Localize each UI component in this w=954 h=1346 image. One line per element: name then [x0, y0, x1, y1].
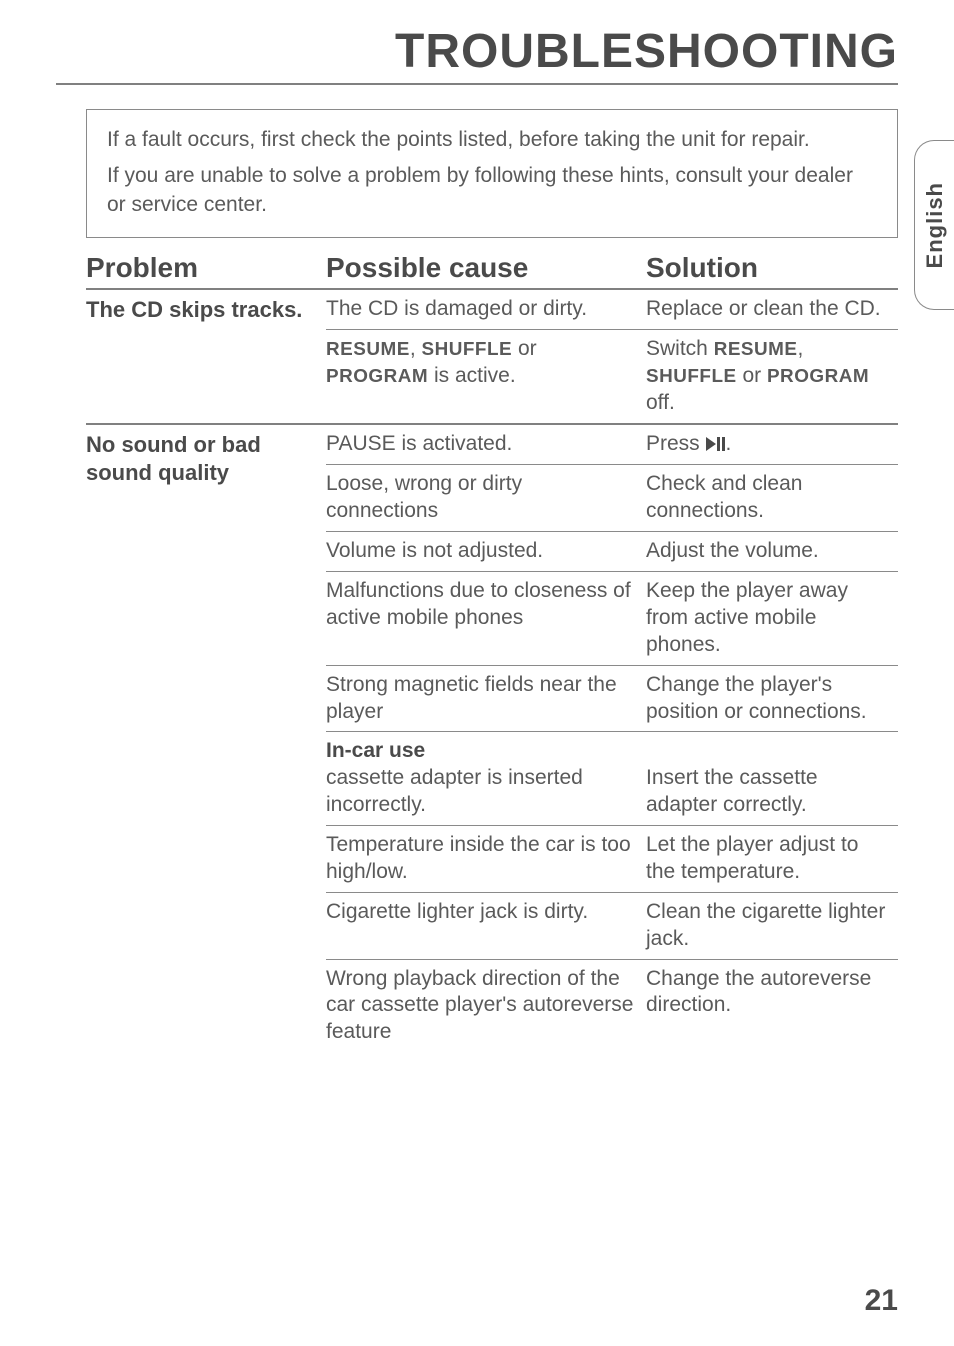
cause-cell: Wrong playback direction of the car cass…: [326, 959, 646, 1052]
solution-cell: Keep the player away from active mobile …: [646, 572, 898, 666]
header-solution: Solution: [646, 252, 898, 289]
header-problem: Problem: [86, 252, 326, 289]
cause-cell: Cigarette lighter jack is dirty.: [326, 892, 646, 959]
solution-cell: Switch RESUME, SHUFFLE or PROGRAM off.: [646, 329, 898, 423]
solution-cell: Replace or clean the CD.: [646, 289, 898, 329]
cause-cell: Temperature inside the car is too high/l…: [326, 826, 646, 893]
solution-cell: Change the player's position or connecti…: [646, 665, 898, 732]
page-title: TROUBLESHOOTING: [56, 24, 898, 85]
intro-box: If a fault occurs, first check the point…: [86, 109, 898, 238]
intro-line-2: If you are unable to solve a problem by …: [107, 162, 877, 219]
solution-cell: Let the player adjust to the temperature…: [646, 826, 898, 893]
solution-cell: Insert the cassette adapter correctly.: [646, 732, 898, 826]
cause-cell: Volume is not adjusted.: [326, 532, 646, 572]
troubleshoot-table: Problem Possible cause Solution The CD s…: [86, 252, 898, 1052]
cause-cell: PAUSE is activated.: [326, 424, 646, 465]
solution-cell: Press .: [646, 424, 898, 465]
cause-cell: Malfunctions due to closeness of active …: [326, 572, 646, 666]
cause-cell: Loose, wrong or dirty connections: [326, 465, 646, 532]
language-tab-label: English: [922, 182, 948, 268]
problem-cell: The CD skips tracks.: [86, 289, 326, 424]
problem-cell: No sound or bad sound quality: [86, 424, 326, 1053]
solution-cell: Check and clean connections.: [646, 465, 898, 532]
page-number: 21: [865, 1284, 898, 1318]
cause-cell: The CD is damaged or dirty.: [326, 289, 646, 329]
solution-cell: Clean the cigarette lighter jack.: [646, 892, 898, 959]
solution-cell: Adjust the volume.: [646, 532, 898, 572]
header-cause: Possible cause: [326, 252, 646, 289]
intro-line-1: If a fault occurs, first check the point…: [107, 126, 877, 154]
language-tab: English: [914, 140, 954, 310]
cause-cell: Strong magnetic fields near the player: [326, 665, 646, 732]
solution-cell: Change the autoreverse direction.: [646, 959, 898, 1052]
cause-cell: In-car usecassette adapter is inserted i…: [326, 732, 646, 826]
cause-cell: RESUME, SHUFFLE or PROGRAM is active.: [326, 329, 646, 423]
